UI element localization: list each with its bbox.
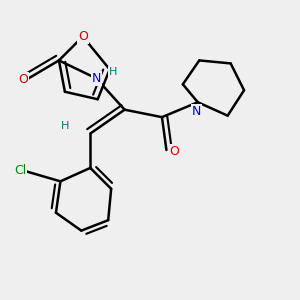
- Text: O: O: [18, 73, 28, 86]
- Text: N: N: [92, 72, 101, 85]
- Text: Cl: Cl: [14, 164, 26, 177]
- Text: O: O: [78, 30, 88, 43]
- Text: H: H: [109, 68, 117, 77]
- Text: N: N: [192, 105, 201, 118]
- Text: O: O: [169, 145, 179, 158]
- Text: H: H: [61, 121, 69, 131]
